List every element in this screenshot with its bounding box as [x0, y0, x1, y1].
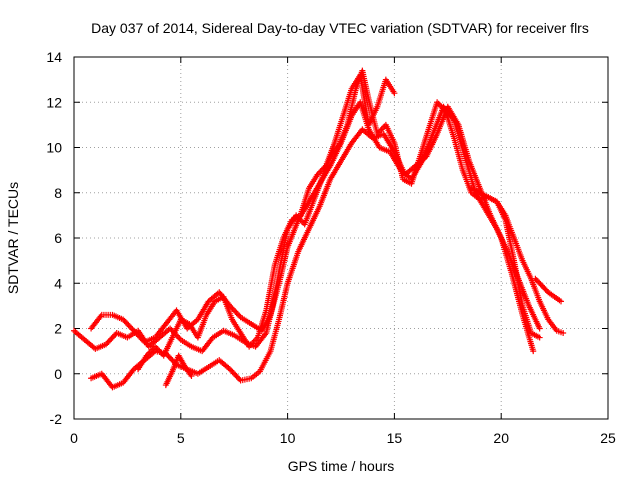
data-point	[536, 325, 543, 332]
data-point	[558, 298, 565, 305]
x-tick-label: 0	[70, 430, 78, 446]
grid-layer	[74, 57, 608, 419]
series-track-1	[71, 67, 543, 355]
x-tick-label: 5	[177, 430, 185, 446]
series-track-7	[162, 352, 195, 389]
data-markers	[71, 67, 567, 391]
y-tick-label: 12	[46, 94, 62, 110]
chart-title: Day 037 of 2014, Sidereal Day-to-day VTE…	[91, 20, 589, 36]
x-tick-label: 25	[600, 430, 616, 446]
y-tick-label: 2	[54, 321, 62, 337]
data-point	[188, 373, 195, 380]
data-point	[560, 330, 567, 337]
series-track-5	[468, 185, 567, 337]
series-track-4	[135, 72, 398, 373]
y-tick-label: 6	[54, 230, 62, 246]
tick-layer: 0 5 10 15 20 25 -2 0 2 4 6 8 10 12 14	[46, 49, 616, 446]
series-track-2	[88, 99, 543, 346]
y-tick-label: 8	[54, 185, 62, 201]
x-tick-label: 10	[280, 430, 296, 446]
y-tick-label: -2	[50, 411, 63, 427]
y-axis-label: SDTVAR / TECUs	[5, 182, 21, 294]
data-point	[536, 334, 543, 341]
x-tick-label: 15	[387, 430, 403, 446]
series-track-6	[532, 275, 565, 305]
y-tick-label: 0	[54, 366, 62, 382]
y-tick-label: 4	[54, 275, 62, 291]
series-track-3	[88, 103, 537, 391]
x-axis-label: GPS time / hours	[288, 458, 395, 474]
data-point	[530, 348, 537, 355]
x-tick-label: 20	[493, 430, 509, 446]
y-tick-label: 10	[46, 140, 62, 156]
y-tick-label: 14	[46, 49, 62, 65]
data-point	[391, 90, 398, 97]
